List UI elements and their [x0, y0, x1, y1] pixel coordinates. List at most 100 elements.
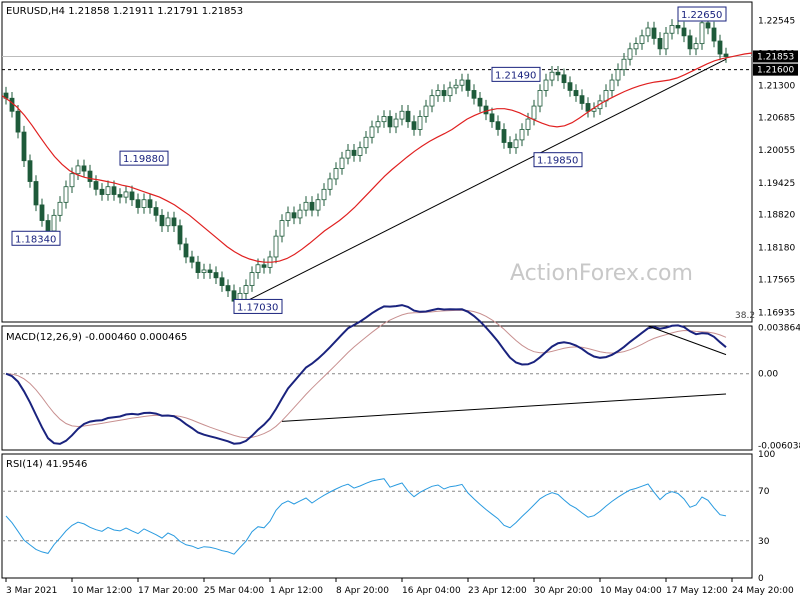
- candle-body: [81, 165, 87, 172]
- level-label: 1.21600: [757, 66, 794, 76]
- macd-trendline: [281, 393, 727, 422]
- price-callout: 1.17030: [233, 298, 283, 314]
- rsi-tick-label: 0: [758, 574, 764, 584]
- candle-body: [501, 129, 507, 143]
- macd-tick-label: 0.00: [758, 370, 778, 380]
- candle-body: [621, 58, 627, 71]
- candle-body: [441, 90, 447, 97]
- candle-body: [51, 214, 57, 232]
- candle-body: [459, 79, 465, 86]
- rsi-tick-label: 30: [758, 537, 770, 547]
- candle-body: [69, 173, 75, 188]
- candle-body: [681, 27, 687, 37]
- candle-body: [645, 27, 651, 37]
- candle-body: [369, 126, 375, 138]
- candle-body: [663, 32, 669, 50]
- callout-box: [119, 150, 169, 166]
- callout-box: [11, 230, 61, 246]
- callout-label: 1.21490: [495, 70, 536, 81]
- candle-body: [471, 90, 477, 99]
- candle-body: [225, 285, 231, 292]
- x-tick-label: 25 Mar 04:00: [204, 586, 264, 596]
- candle-body: [93, 181, 99, 190]
- candle-body: [555, 71, 561, 76]
- candle-body: [153, 207, 159, 216]
- watermark: ActionForex.com: [510, 261, 693, 286]
- candle-body: [21, 131, 27, 162]
- price-tick-label: 1.20055: [758, 146, 795, 156]
- candle-body: [639, 35, 645, 45]
- macd-line: [5, 304, 727, 445]
- x-tick-label: 23 Apr 12:00: [468, 586, 527, 596]
- candle-body: [339, 157, 345, 169]
- candle-body: [183, 243, 189, 258]
- candle-body: [495, 121, 501, 130]
- callout-label: 1.19850: [537, 156, 578, 167]
- callout-box: [677, 6, 727, 22]
- callout-box: [533, 152, 583, 168]
- candle-body: [519, 129, 525, 141]
- candle-body: [261, 264, 267, 268]
- price-header: EURUSD,H4 1.21858 1.21911 1.21791 1.2185…: [6, 6, 243, 17]
- candle-body: [177, 225, 183, 245]
- x-tick-label: 10 May 04:00: [600, 586, 662, 596]
- current-price-box: [753, 50, 798, 63]
- candle-body: [483, 105, 489, 115]
- candle-body: [351, 149, 357, 156]
- candle-body: [123, 191, 129, 198]
- candle-body: [717, 40, 723, 55]
- candle-body: [699, 22, 705, 45]
- candle-body: [279, 220, 285, 237]
- candle-body: [669, 25, 675, 34]
- candle-body: [477, 97, 483, 107]
- level-box: [753, 63, 798, 76]
- candle-body: [381, 116, 387, 123]
- candle-body: [111, 186, 117, 195]
- candle-body: [255, 264, 261, 273]
- candle-body: [693, 43, 699, 50]
- price-trendline: [233, 58, 727, 308]
- candle-body: [357, 147, 363, 156]
- candle-body: [165, 217, 171, 227]
- candle-body: [417, 116, 423, 130]
- rsi-line: [5, 478, 727, 555]
- price-callout: 1.18340: [11, 230, 61, 246]
- x-tick-label: 24 May 20:00: [732, 586, 794, 596]
- candle-body: [627, 48, 633, 60]
- candle-body: [219, 277, 225, 286]
- candle-body: [345, 149, 351, 159]
- candle-body: [297, 209, 303, 219]
- candle-body: [579, 95, 585, 104]
- candle-body: [33, 181, 39, 206]
- candle-body: [675, 25, 681, 29]
- moving-average-line: [1, 52, 753, 263]
- candle-body: [363, 136, 369, 149]
- candle-body: [399, 110, 405, 120]
- price-callout: 1.19850: [533, 152, 583, 168]
- candle-body: [141, 199, 147, 208]
- candle-body: [393, 118, 399, 128]
- x-tick-label: 8 Apr 20:00: [336, 586, 389, 596]
- rsi-header: RSI(14) 41.9546: [6, 459, 87, 470]
- candle-body: [333, 168, 339, 180]
- candle-body: [309, 201, 315, 211]
- candle-body: [135, 199, 141, 208]
- candle-body: [405, 110, 411, 123]
- candle-body: [117, 194, 123, 198]
- candle-body: [687, 35, 693, 50]
- x-tick-label: 17 Mar 20:00: [138, 586, 198, 596]
- macd-layer: [2, 304, 752, 445]
- candle-body: [585, 103, 591, 112]
- candle-body: [705, 22, 711, 29]
- candle-body: [609, 79, 615, 91]
- level-tag: 1.21600: [753, 63, 798, 76]
- macd-panel-frame: [1, 325, 753, 451]
- macd-header: MACD(12,26,9) -0.000460 0.000465: [6, 332, 187, 343]
- candle-body: [273, 235, 279, 258]
- candle-body: [543, 79, 549, 91]
- candle-body: [75, 165, 81, 175]
- current-price-label: 1.21853: [757, 52, 794, 62]
- callout-label: 1.22650: [681, 10, 722, 21]
- x-tick-label: 3 Mar 2021: [6, 586, 57, 596]
